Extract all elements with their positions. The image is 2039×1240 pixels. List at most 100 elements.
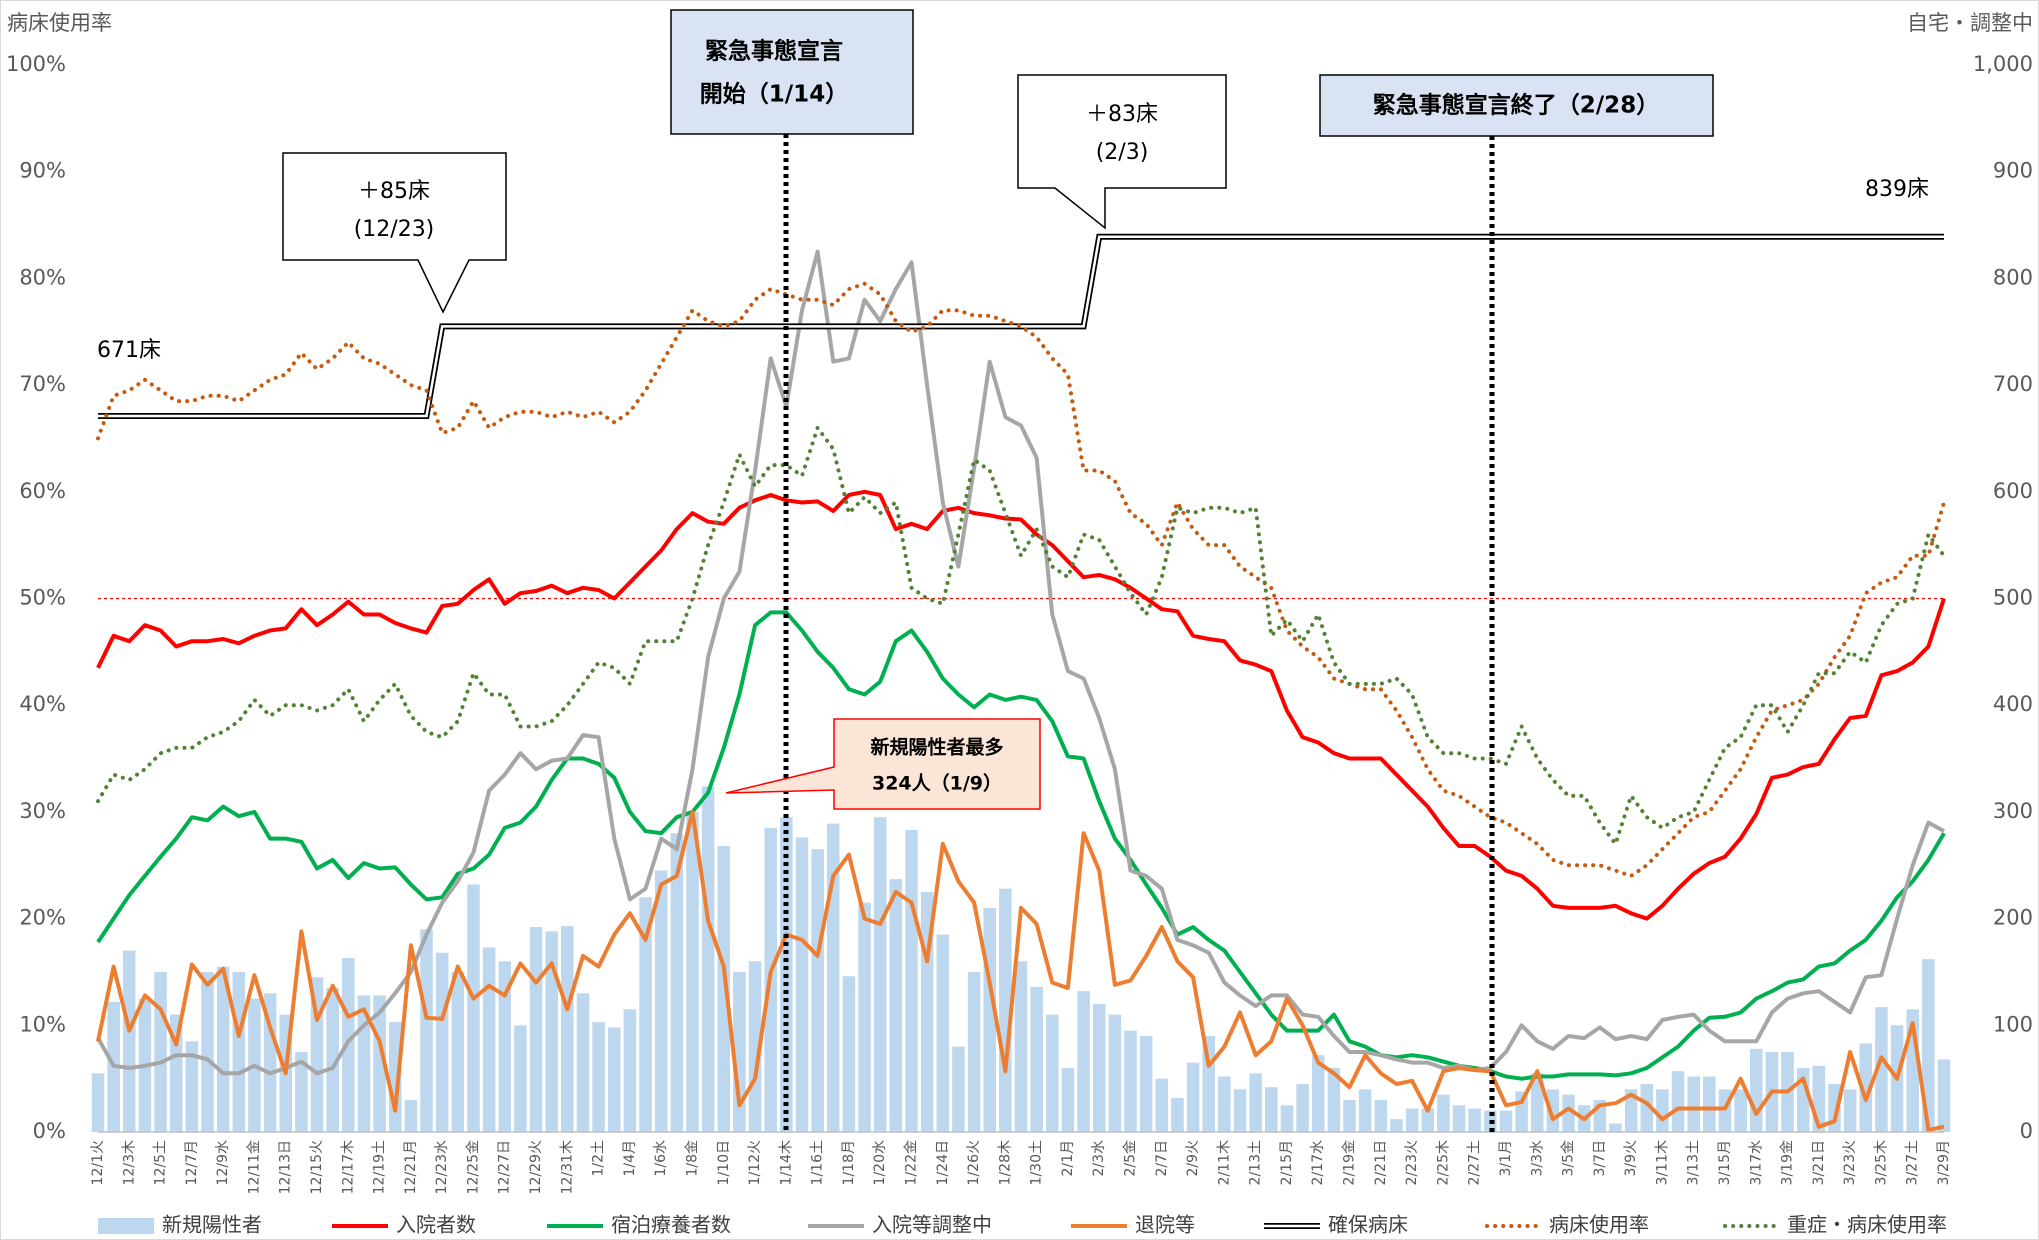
x-tick-label: 3/9火 bbox=[1623, 1140, 1639, 1177]
x-tick-label: 2/13土 bbox=[1248, 1140, 1264, 1185]
x-tick-label: 12/11金 bbox=[246, 1140, 262, 1194]
bar bbox=[498, 961, 512, 1132]
y2-tick-label: 500 bbox=[1993, 586, 2033, 610]
bar bbox=[748, 961, 762, 1132]
legend-label: 入院等調整中 bbox=[872, 1213, 992, 1237]
y-axis-title: 病床使用率 bbox=[7, 11, 112, 35]
x-tick-label: 2/1月 bbox=[1060, 1140, 1076, 1177]
x-tick-label: 2/23火 bbox=[1404, 1140, 1420, 1185]
x-tick-label: 2/21日 bbox=[1373, 1140, 1389, 1185]
bar bbox=[1092, 1003, 1106, 1132]
bar bbox=[1139, 1035, 1153, 1132]
bar bbox=[1280, 1105, 1294, 1132]
x-tick-label: 3/23火 bbox=[1842, 1140, 1858, 1185]
x-tick-label: 3/17水 bbox=[1748, 1140, 1764, 1185]
bar bbox=[1437, 1094, 1450, 1132]
x-tick-label: 12/21月 bbox=[403, 1140, 419, 1194]
y2-tick-label: 800 bbox=[1993, 265, 2033, 289]
annotation: 開始（1/14） bbox=[700, 81, 848, 108]
bar bbox=[1562, 1094, 1575, 1132]
bar bbox=[1124, 1030, 1137, 1132]
bar bbox=[873, 817, 887, 1132]
callout-box bbox=[282, 152, 507, 314]
bar bbox=[295, 1051, 308, 1132]
bar bbox=[1343, 1099, 1356, 1132]
bar bbox=[1530, 1073, 1544, 1132]
x-tick-label: 12/15火 bbox=[309, 1140, 325, 1194]
bar bbox=[123, 950, 136, 1132]
y2-axis-title: 自宅・調整中 bbox=[1907, 11, 2033, 35]
x-tick-label: 1/22金 bbox=[903, 1140, 919, 1185]
x-tick-label: 12/13日 bbox=[278, 1140, 294, 1194]
y-tick-label: 30% bbox=[19, 799, 66, 823]
legend-label: 入院者数 bbox=[396, 1213, 476, 1237]
callout-box bbox=[1017, 74, 1227, 230]
bar bbox=[607, 1027, 621, 1132]
y2-tick-label: 200 bbox=[1993, 906, 2033, 930]
bar bbox=[1609, 1123, 1622, 1132]
y-tick-label: 60% bbox=[19, 479, 66, 503]
annotation: ＋83床 bbox=[1086, 102, 1158, 127]
bar bbox=[1265, 1087, 1278, 1132]
callout-box bbox=[725, 718, 1041, 810]
legend-label: 退院等 bbox=[1135, 1213, 1195, 1237]
x-tick-label: 2/3水 bbox=[1091, 1140, 1107, 1177]
y2-tick-label: 900 bbox=[1993, 159, 2033, 183]
bar bbox=[1171, 1097, 1184, 1132]
bar bbox=[216, 966, 230, 1132]
bar bbox=[232, 971, 246, 1132]
bar bbox=[1734, 1089, 1747, 1132]
bar bbox=[451, 971, 465, 1132]
x-tick-label: 12/19土 bbox=[372, 1140, 388, 1194]
bar bbox=[1687, 1076, 1700, 1132]
line-series bbox=[96, 281, 1946, 879]
x-tick-label: 3/7日 bbox=[1592, 1140, 1608, 1177]
x-tick-label: 12/31木 bbox=[559, 1140, 575, 1194]
x-tick-label: 12/23水 bbox=[434, 1140, 450, 1194]
bar bbox=[1390, 1119, 1403, 1132]
bar bbox=[1405, 1108, 1419, 1132]
x-tick-label: 1/8金 bbox=[684, 1140, 700, 1177]
bar bbox=[1233, 1089, 1247, 1132]
x-tick-label: 12/25金 bbox=[465, 1140, 481, 1194]
bar bbox=[373, 995, 386, 1132]
y-tick-label: 10% bbox=[19, 1012, 66, 1036]
bar bbox=[670, 833, 684, 1132]
bar bbox=[1828, 1083, 1841, 1132]
bar bbox=[169, 1014, 183, 1132]
x-tick-label: 2/5金 bbox=[1123, 1140, 1139, 1177]
y-tick-label: 50% bbox=[19, 586, 66, 610]
bar bbox=[1875, 1007, 1888, 1132]
line-series bbox=[96, 809, 1945, 1132]
x-tick-label: 3/15月 bbox=[1717, 1140, 1733, 1185]
bar bbox=[717, 846, 731, 1132]
bar bbox=[1030, 986, 1043, 1132]
bar bbox=[1452, 1105, 1466, 1132]
bar bbox=[999, 888, 1012, 1132]
bar bbox=[795, 837, 809, 1132]
bar bbox=[1937, 1059, 1951, 1132]
y-tick-label: 20% bbox=[19, 906, 66, 930]
bar bbox=[404, 1099, 418, 1132]
x-tick-label: 1/10日 bbox=[716, 1140, 732, 1185]
bar bbox=[201, 971, 214, 1132]
x-tick-label: 2/17水 bbox=[1310, 1140, 1326, 1185]
bar bbox=[623, 1009, 637, 1132]
bar bbox=[1327, 1067, 1341, 1132]
bar bbox=[936, 934, 950, 1132]
y-tick-label: 100% bbox=[6, 52, 66, 76]
x-tick-label: 2/15月 bbox=[1279, 1140, 1295, 1185]
bar bbox=[701, 786, 715, 1132]
annotation: 671床 bbox=[97, 338, 161, 363]
y-tick-label: 40% bbox=[19, 692, 66, 716]
bar bbox=[435, 952, 449, 1132]
bar bbox=[1468, 1108, 1481, 1132]
bar bbox=[1671, 1071, 1685, 1132]
x-tick-label: 1/26火 bbox=[966, 1140, 982, 1185]
bar bbox=[545, 931, 558, 1132]
x-tick-label: 1/2土 bbox=[591, 1140, 607, 1177]
bar bbox=[514, 1025, 527, 1132]
y2-tick-label: 0 bbox=[2020, 1119, 2033, 1143]
annotation: ＋85床 bbox=[358, 179, 430, 204]
x-tick-label: 12/1火 bbox=[90, 1140, 106, 1185]
